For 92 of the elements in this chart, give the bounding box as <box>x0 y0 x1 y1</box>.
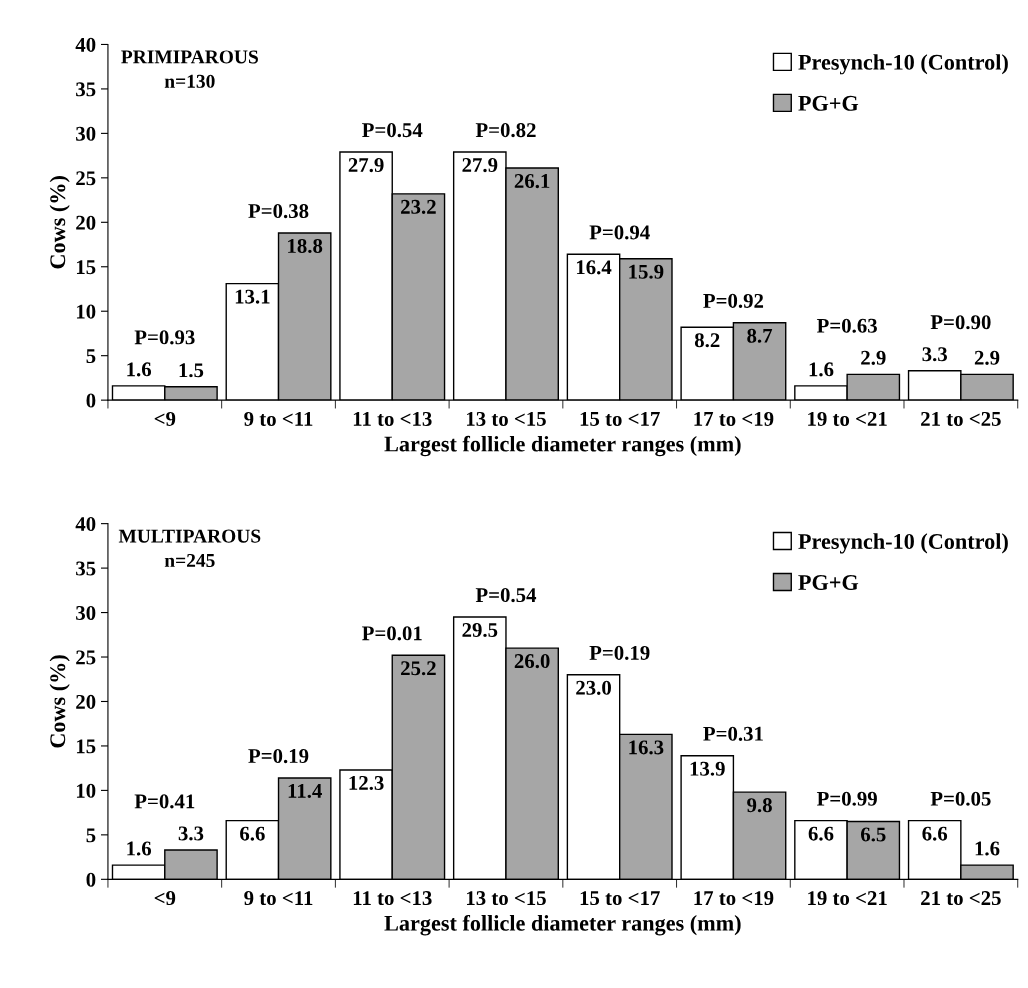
y-tick-label: 25 <box>76 650 96 665</box>
data-label: 27.9 <box>462 158 498 173</box>
annotation: P=0.01 <box>362 626 422 641</box>
x-tick-label: 21 to <25 <box>921 411 1001 426</box>
annotation: P=0.93 <box>134 330 195 345</box>
annotation: P=0.92 <box>703 293 764 308</box>
y-tick-label: 25 <box>76 171 96 186</box>
data-label: 16.3 <box>629 740 664 755</box>
data-label: 2.9 <box>974 350 1000 365</box>
data-label: 1.5 <box>179 363 204 378</box>
data-label: 2.9 <box>861 350 886 365</box>
y-axis-title: Cows (%) <box>49 176 70 269</box>
data-label: 8.2 <box>694 333 720 348</box>
x-tick-label: 15 to <17 <box>580 891 660 906</box>
x-tick-label: 19 to <21 <box>808 411 887 426</box>
annotation: P=0.19 <box>248 748 309 764</box>
data-label: 1.6 <box>809 362 834 377</box>
data-label: 15.9 <box>629 264 664 279</box>
data-label: 11.4 <box>288 783 322 799</box>
data-label: 18.8 <box>288 238 323 254</box>
data-label: 27.9 <box>348 158 384 173</box>
annotation: P=0.94 <box>589 225 650 240</box>
data-label: 1.6 <box>975 841 1000 856</box>
data-label: 12.3 <box>349 775 384 791</box>
annotation: P=0.82 <box>475 123 536 138</box>
x-tick-label: <9 <box>154 411 176 426</box>
y-tick-label: 10 <box>76 783 96 798</box>
x-tick-label: 13 to <15 <box>466 891 546 906</box>
data-label: 26.1 <box>514 174 550 189</box>
data-label: 23.0 <box>576 680 611 695</box>
data-label: 1.6 <box>127 362 152 377</box>
y-tick-label: 40 <box>75 517 96 532</box>
data-label: 3.3 <box>178 826 204 841</box>
y-tick-label: 20 <box>76 215 96 230</box>
legend-label: PG+G <box>798 95 859 111</box>
x-tick-label: 9 to <11 <box>244 891 313 906</box>
data-label: 23.2 <box>401 199 436 214</box>
annotation: P=0.99 <box>816 791 877 806</box>
annotation: P=0.31 <box>703 726 763 741</box>
data-label: 6.5 <box>860 827 886 842</box>
x-tick-label: 17 to <19 <box>694 891 774 906</box>
y-tick-label: 30 <box>76 605 96 620</box>
x-tick-label: 17 to <19 <box>694 411 774 426</box>
legend-label: Presynch-10 (Control) <box>798 533 1008 554</box>
annotation: P=0.05 <box>930 791 991 806</box>
annotation: P=0.90 <box>930 315 991 330</box>
data-label: 9.8 <box>747 798 772 813</box>
y-tick-label: 30 <box>76 126 96 141</box>
text: MULTIPAROUS n=245 <box>118 529 261 568</box>
data-label: 6.6 <box>922 826 948 841</box>
y-tick-label: 40 <box>75 37 96 52</box>
x-axis-title: Largest follicle diameter ranges (mm) <box>384 914 741 936</box>
x-tick-label: 15 to <17 <box>580 411 660 426</box>
x-tick-label: 13 to <15 <box>466 411 546 426</box>
x-tick-label: 11 to <13 <box>353 891 432 906</box>
data-label: 29.5 <box>462 623 498 638</box>
y-tick-label: 15 <box>76 260 96 275</box>
x-tick-label: 9 to <11 <box>244 411 313 426</box>
y-tick-label: 0 <box>86 393 96 408</box>
x-tick-label: <9 <box>154 891 176 906</box>
annotation: P=0.54 <box>362 123 423 138</box>
annotation: P=0.41 <box>134 794 195 809</box>
x-tick-label: 11 to <13 <box>353 411 432 426</box>
data-label: 8.7 <box>747 328 773 343</box>
data-label: 13.9 <box>690 761 725 776</box>
data-label: 6.6 <box>808 826 834 841</box>
data-label: 16.4 <box>576 260 612 275</box>
y-tick-label: 10 <box>76 304 96 319</box>
y-tick-label: 5 <box>86 828 96 843</box>
data-label: 25.2 <box>401 661 436 676</box>
text: PRIMIPAROUS n=130 <box>121 50 258 88</box>
data-label: 6.6 <box>240 826 265 841</box>
x-tick-label: 21 to <25 <box>921 891 1001 906</box>
y-tick-label: 0 <box>86 872 96 887</box>
y-axis-title: Cows (%) <box>49 655 70 748</box>
y-tick-label: 5 <box>86 349 96 364</box>
legend-label: PG+G <box>798 575 859 590</box>
y-tick-label: 20 <box>76 694 96 709</box>
data-label: 26.0 <box>514 654 550 669</box>
y-tick-label: 15 <box>76 739 96 754</box>
data-label: 3.3 <box>922 347 948 362</box>
x-tick-label: 19 to <21 <box>808 891 887 906</box>
annotation: P=0.38 <box>248 204 309 219</box>
annotation: P=0.63 <box>816 318 877 333</box>
data-label: 13.1 <box>235 289 270 304</box>
y-tick-label: 35 <box>76 561 96 576</box>
legend-label: Presynch-10 (Control) <box>798 54 1008 75</box>
x-axis-title: Largest follicle diameter ranges (mm) <box>384 435 741 457</box>
annotation: P=0.54 <box>475 588 537 603</box>
annotation: P=0.19 <box>589 645 650 660</box>
data-label: 1.6 <box>127 841 152 856</box>
y-tick-label: 35 <box>76 82 96 97</box>
